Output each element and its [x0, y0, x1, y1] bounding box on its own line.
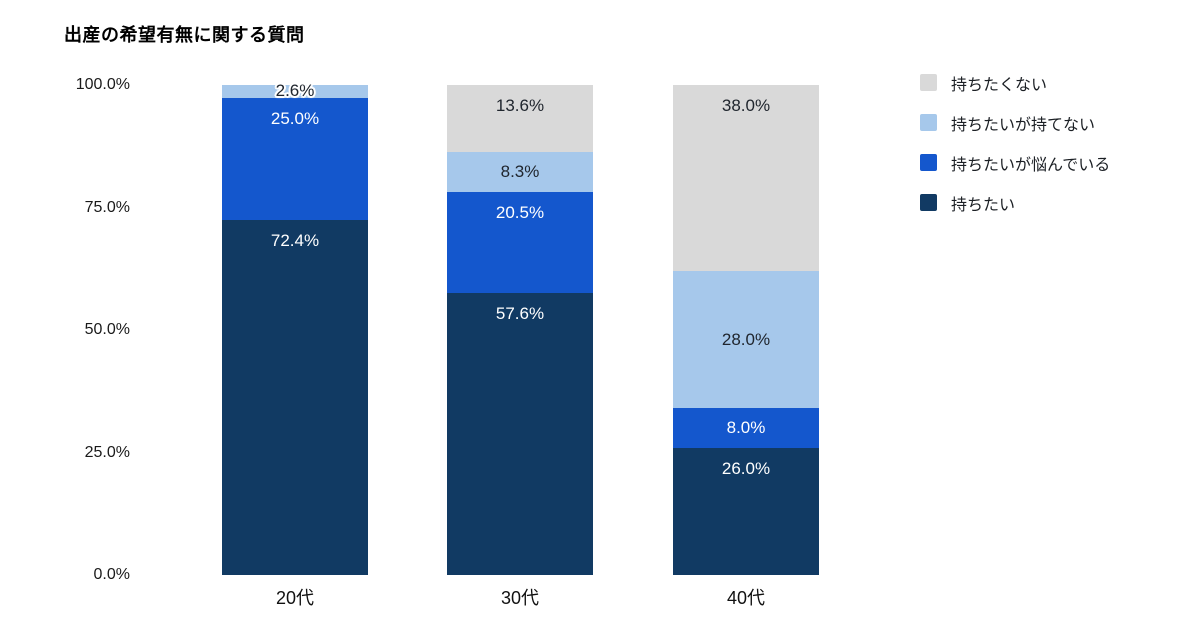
x-axis-label: 40代 — [726, 588, 766, 608]
y-axis-tick: 25.0% — [84, 443, 130, 461]
bar-segment: 57.6% — [447, 292, 593, 575]
y-axis-tick: 100.0% — [75, 76, 130, 93]
bar-segment: 8.0% — [673, 408, 819, 448]
segment-value-label: 26.0% — [721, 458, 771, 478]
segment-value-label: 57.6% — [495, 303, 545, 323]
legend-item: 持ちたいが悩んでいる — [920, 151, 1110, 174]
segment-value-label: 72.4% — [270, 231, 320, 251]
bar-segment: 72.4% — [222, 220, 368, 575]
legend-item: 持ちたいが持てない — [920, 111, 1110, 134]
legend-label: 持ちたいが持てない — [951, 116, 1096, 134]
bar-segment: 2.6% — [222, 82, 368, 100]
bar-segment: 13.6% — [447, 85, 593, 152]
bar-segment: 20.5% — [447, 192, 593, 293]
legend-label: 持ちたいが悩んでいる — [951, 156, 1111, 174]
bar-segment: 25.0% — [222, 97, 368, 221]
segment-value-label: 28.0% — [721, 329, 771, 349]
legend-swatch-icon — [920, 74, 937, 91]
legend-item: 持ちたい — [920, 191, 1110, 214]
legend-label: 持ちたくない — [951, 76, 1048, 94]
bar-segment: 8.3% — [447, 151, 593, 193]
bar-segment: 38.0% — [673, 85, 819, 272]
x-axis-label: 30代 — [500, 588, 540, 608]
legend-swatch-icon — [920, 154, 937, 171]
legend-item: 持ちたくない — [920, 71, 1110, 94]
y-axis-tick: 50.0% — [84, 321, 130, 338]
segment-value-label: 20.5% — [495, 203, 545, 223]
chart-title: 出産の希望有無に関する質問 — [64, 25, 305, 45]
legend: 持ちたくない持ちたいが持てない 持ちたいが悩んでいる 持ちたい — [920, 71, 1110, 214]
x-axis-label: 20代 — [275, 588, 315, 608]
legend-swatch-icon — [920, 114, 937, 131]
segment-value-label: 25.0% — [270, 108, 320, 128]
legend-swatch-icon — [920, 194, 937, 211]
segment-value-label: 13.6% — [495, 96, 545, 115]
y-axis-tick: 75.0% — [84, 198, 130, 216]
y-axis-tick: 0.0% — [93, 566, 130, 583]
bar-3: 38.0% 28.0% 8.0% 26.0% — [673, 85, 819, 575]
bar-1: 2.6% 25.0% 72.4% — [222, 82, 368, 575]
segment-value-label: 8.0% — [726, 417, 766, 437]
segment-value-label: 2.6% — [275, 81, 315, 101]
legend-label: 持ちたい — [951, 196, 1016, 214]
bar-segment: 26.0% — [673, 447, 819, 575]
segment-value-label: 8.3% — [500, 161, 540, 181]
segment-value-label: 38.0% — [721, 96, 771, 115]
bar-2: 13.6% 8.3% 20.5% 57.6% — [447, 85, 593, 575]
bar-segment: 28.0% — [673, 271, 819, 409]
